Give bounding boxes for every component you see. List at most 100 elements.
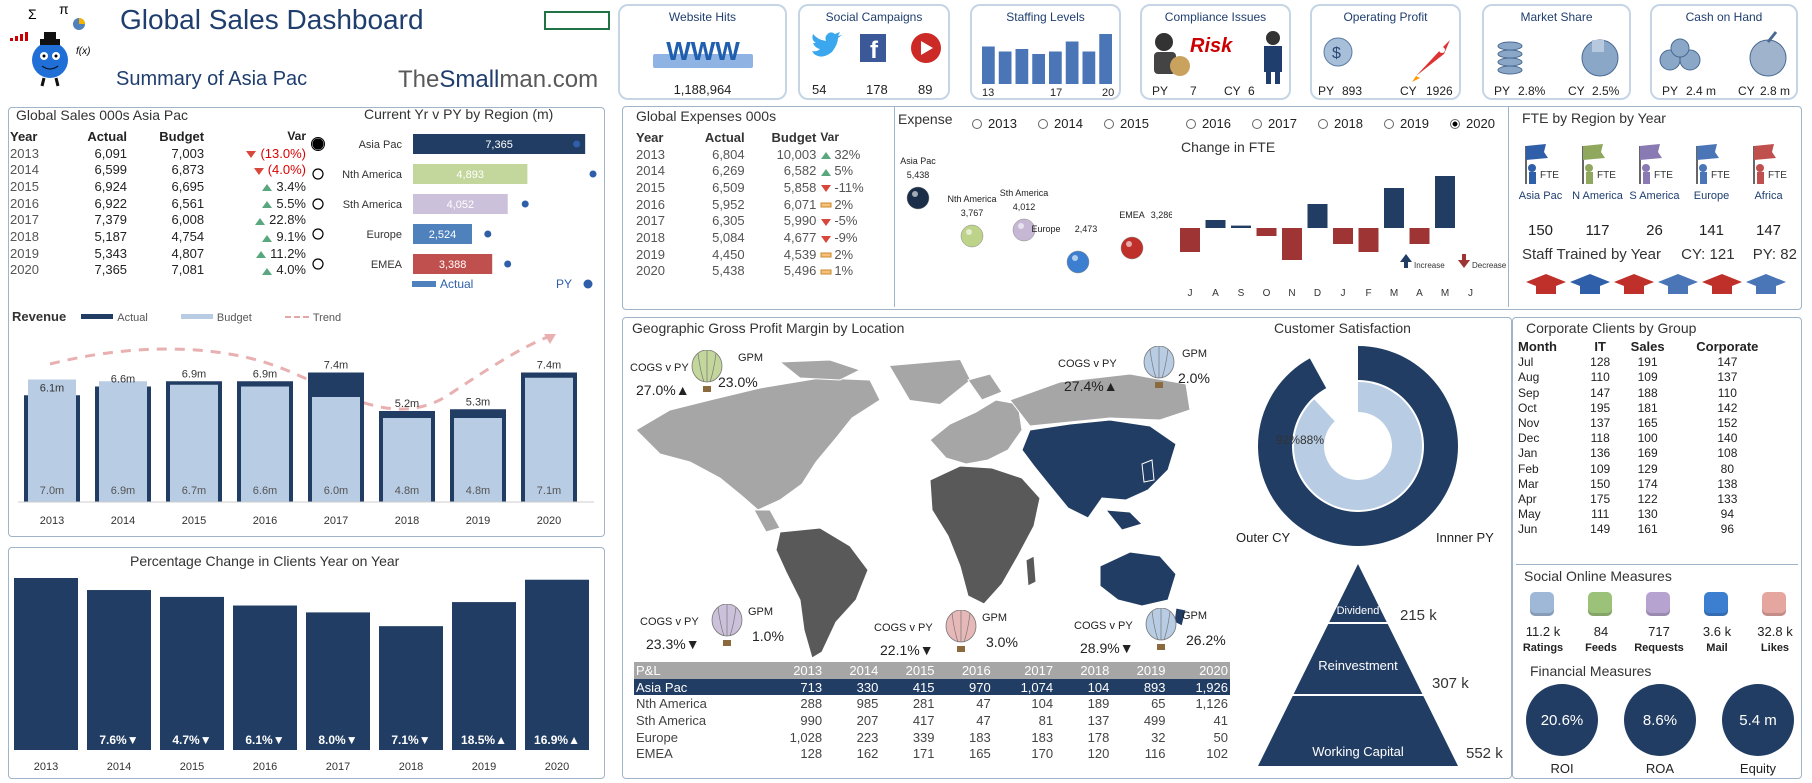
year-radio-2017[interactable]: 2017 (1252, 116, 1297, 131)
revenue-budget-label: 6.7m (182, 485, 206, 497)
fte-region-value: 147 (1755, 222, 1782, 239)
social-measure-label: Ratings (1522, 642, 1564, 654)
sales-row: 2015 6,924 6,695 3.4% (8, 178, 308, 195)
flag-label: FTE (1654, 170, 1673, 181)
fte-month-label: J (1188, 288, 1193, 299)
pl-cell: 339 (912, 729, 935, 745)
revenue-actual-label: 6.9m (182, 368, 206, 380)
clients-bar-label: 7.6%▼ (99, 733, 138, 747)
fte-month-label: M (1441, 288, 1449, 299)
gpm-label: GPM (1182, 610, 1208, 622)
fte-month-label: J (1341, 288, 1346, 299)
map-australia (1099, 551, 1187, 627)
year-radio-2019[interactable]: 2019 (1384, 116, 1429, 131)
revenue-actual-label: 6.9m (253, 368, 277, 380)
corp-cell: 191 (1637, 355, 1658, 370)
financial-circle: 8.6% (1624, 684, 1696, 756)
pl-cell: 189 (1087, 696, 1110, 712)
person-body (1529, 172, 1536, 184)
cogs-label: COGS v PY (630, 362, 689, 374)
cogs-value: 27.4%▲ (1064, 378, 1118, 394)
expenses-header-row: Year Actual Budget Var (634, 129, 888, 146)
sales-cell: 11.2% (206, 245, 308, 262)
revenue-year-label: 2014 (111, 515, 135, 527)
flag-person-icon: FTE (1582, 144, 1616, 184)
corp-cell: 169 (1637, 446, 1658, 461)
year-radio-2020[interactable]: 2020 (1450, 116, 1495, 131)
rocket-icon (1412, 40, 1450, 82)
pl-cell: 990 (800, 712, 823, 728)
kpi-title: Compliance Issues (1164, 10, 1267, 24)
pl-cell: 47 (976, 696, 991, 712)
share-cy-value: 2.5% (1592, 84, 1620, 98)
expenses-cell: -5% (818, 212, 888, 229)
year-radio-2016[interactable]: 2016 (1186, 116, 1231, 131)
pl-cell: 116 (1144, 746, 1166, 762)
year-radio-label: 2018 (1334, 116, 1363, 131)
corp-cell: 138 (1717, 476, 1738, 491)
revenue-budget-bar (525, 377, 573, 502)
fte-region-name: Africa (1754, 190, 1783, 202)
corp-row: Apr 175 122 133 (1516, 491, 1778, 506)
corp-cell: 128 (1590, 355, 1611, 370)
expenses-var-value: -11% (834, 179, 864, 195)
world-map (635, 360, 1190, 659)
expenses-cell: 2% (818, 196, 888, 213)
youtube-icon (911, 33, 941, 63)
selected-cell[interactable] (544, 11, 610, 30)
revenue-budget-bar (383, 418, 431, 502)
gpm-balloon-3: COGS v PY 22.1%▼ GPM 3.0% (874, 610, 1024, 660)
kpi-cash-on-hand: Cash on Hand PY 2.4 m CY 2.8 m (1650, 4, 1798, 100)
mail-icon (1704, 592, 1728, 616)
clients-bar-label: 8.0%▼ (318, 733, 357, 747)
region-label: EMEA (371, 259, 403, 271)
cash-icons (1659, 31, 1787, 77)
year-radio-2015[interactable]: 2015 (1104, 116, 1149, 131)
corp-cell: 181 (1637, 400, 1658, 415)
year-radio-2014[interactable]: 2014 (1038, 116, 1083, 131)
expenses-cell: 32% (818, 146, 888, 163)
region-value-label: 4,052 (447, 199, 475, 211)
corp-row: Oct 195 181 142 (1516, 400, 1778, 415)
pl-row[interactable]: Nth America 288 985 281 47 104 189 65 1,126 (634, 695, 1230, 712)
gpm-label: GPM (1182, 348, 1208, 360)
pl-row[interactable]: Asia Pac 713 330 415 970 1,074 104 893 1,926 (634, 678, 1230, 696)
pl-cell: 171 (912, 746, 935, 762)
region-radio-2 (312, 198, 324, 210)
pl-cell: 713 (800, 679, 823, 695)
pl-row[interactable]: Sth America 990 207 417 47 81 137 499 41 (634, 712, 1230, 729)
pl-cell: 985 (856, 696, 879, 712)
clients-year-label: 2019 (472, 761, 496, 773)
pl-row[interactable]: EMEA 128 162 171 165 170 120 116 102 (634, 745, 1230, 762)
py-label: PY (1662, 84, 1679, 98)
corp-cell: 130 (1637, 507, 1658, 522)
expenses-row: 2015 6,509 5,858 -11% (634, 179, 888, 196)
corp-cell: Feb (1518, 461, 1539, 476)
corp-cell: Dec (1518, 431, 1540, 446)
pl-cell: 137 (1087, 712, 1110, 728)
fte-change-bar (1282, 228, 1302, 260)
hot-air-balloon-icon (1143, 346, 1175, 388)
pl-cell: 128 (800, 746, 823, 762)
expenses-cell: 5,858 (783, 179, 817, 195)
corp-cell: 188 (1637, 385, 1658, 400)
balloon-stripes (1149, 346, 1169, 379)
year-radio-2018[interactable]: 2018 (1318, 116, 1363, 131)
pl-cell: EMEA (636, 746, 673, 762)
sales-row: 2018 5,187 4,754 9.1% (8, 228, 308, 245)
expense-bubble (1120, 236, 1144, 260)
pl-row[interactable]: Europe 1,028 223 339 183 183 178 32 50 (634, 729, 1230, 746)
sales-cell: (4.0%) (206, 161, 308, 178)
kpi-compliance-issues: Compliance Issues Risk PY 7 CY 6 (1140, 4, 1291, 100)
year-radio-2013[interactable]: 2013 (972, 116, 1017, 131)
arrow-up-icon (262, 267, 273, 275)
corp-header-row: Month IT Sales Corporate (1516, 338, 1778, 355)
revenue-year-label: 2020 (537, 515, 561, 527)
region-radio-0 (312, 138, 324, 150)
brand-link[interactable]: TheSmallman.com (398, 66, 598, 94)
py-label: PY (1494, 84, 1511, 98)
sales-cell: 4.0% (206, 262, 308, 279)
region-actual-bar (413, 254, 493, 274)
corp-cell: 195 (1590, 400, 1611, 415)
financial-value: 8.6% (1642, 711, 1678, 729)
